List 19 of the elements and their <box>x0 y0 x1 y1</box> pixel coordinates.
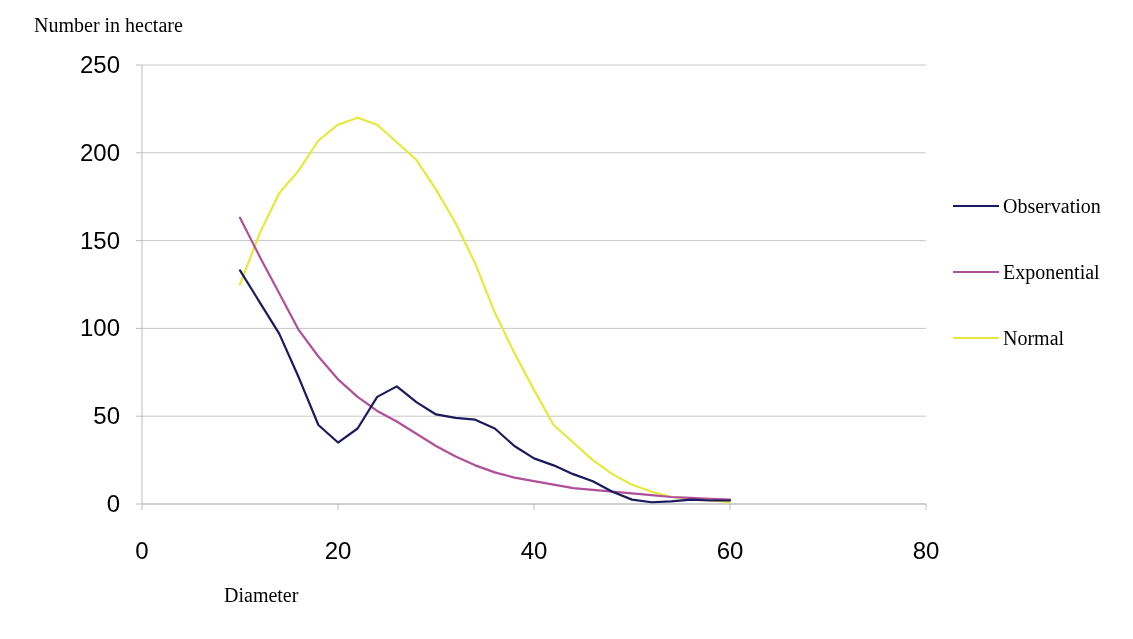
y-tick-label: 100 <box>79 314 120 342</box>
y-axis-title: Number in hectare <box>34 14 183 36</box>
legend-label: Observation <box>1003 195 1101 217</box>
legend-label: Exponential <box>1003 261 1101 284</box>
line-series <box>238 216 732 501</box>
x-tick-label: 0 <box>135 537 149 564</box>
x-axis-title: Diameter <box>224 584 299 606</box>
x-tick-label: 40 <box>520 537 548 564</box>
y-tick-label: 250 <box>79 51 120 78</box>
x-tick-label: 20 <box>324 537 352 564</box>
y-tick-label: 0 <box>106 490 120 517</box>
y-tick-label: 200 <box>79 138 120 166</box>
y-tick-label: 50 <box>93 402 120 430</box>
y-tick-label: 150 <box>79 226 120 254</box>
x-tick-label: 60 <box>716 537 744 564</box>
line-series <box>238 116 732 504</box>
line-series <box>238 269 732 504</box>
x-tick-label: 80 <box>912 537 940 564</box>
legend-label: Normal <box>1003 327 1065 349</box>
